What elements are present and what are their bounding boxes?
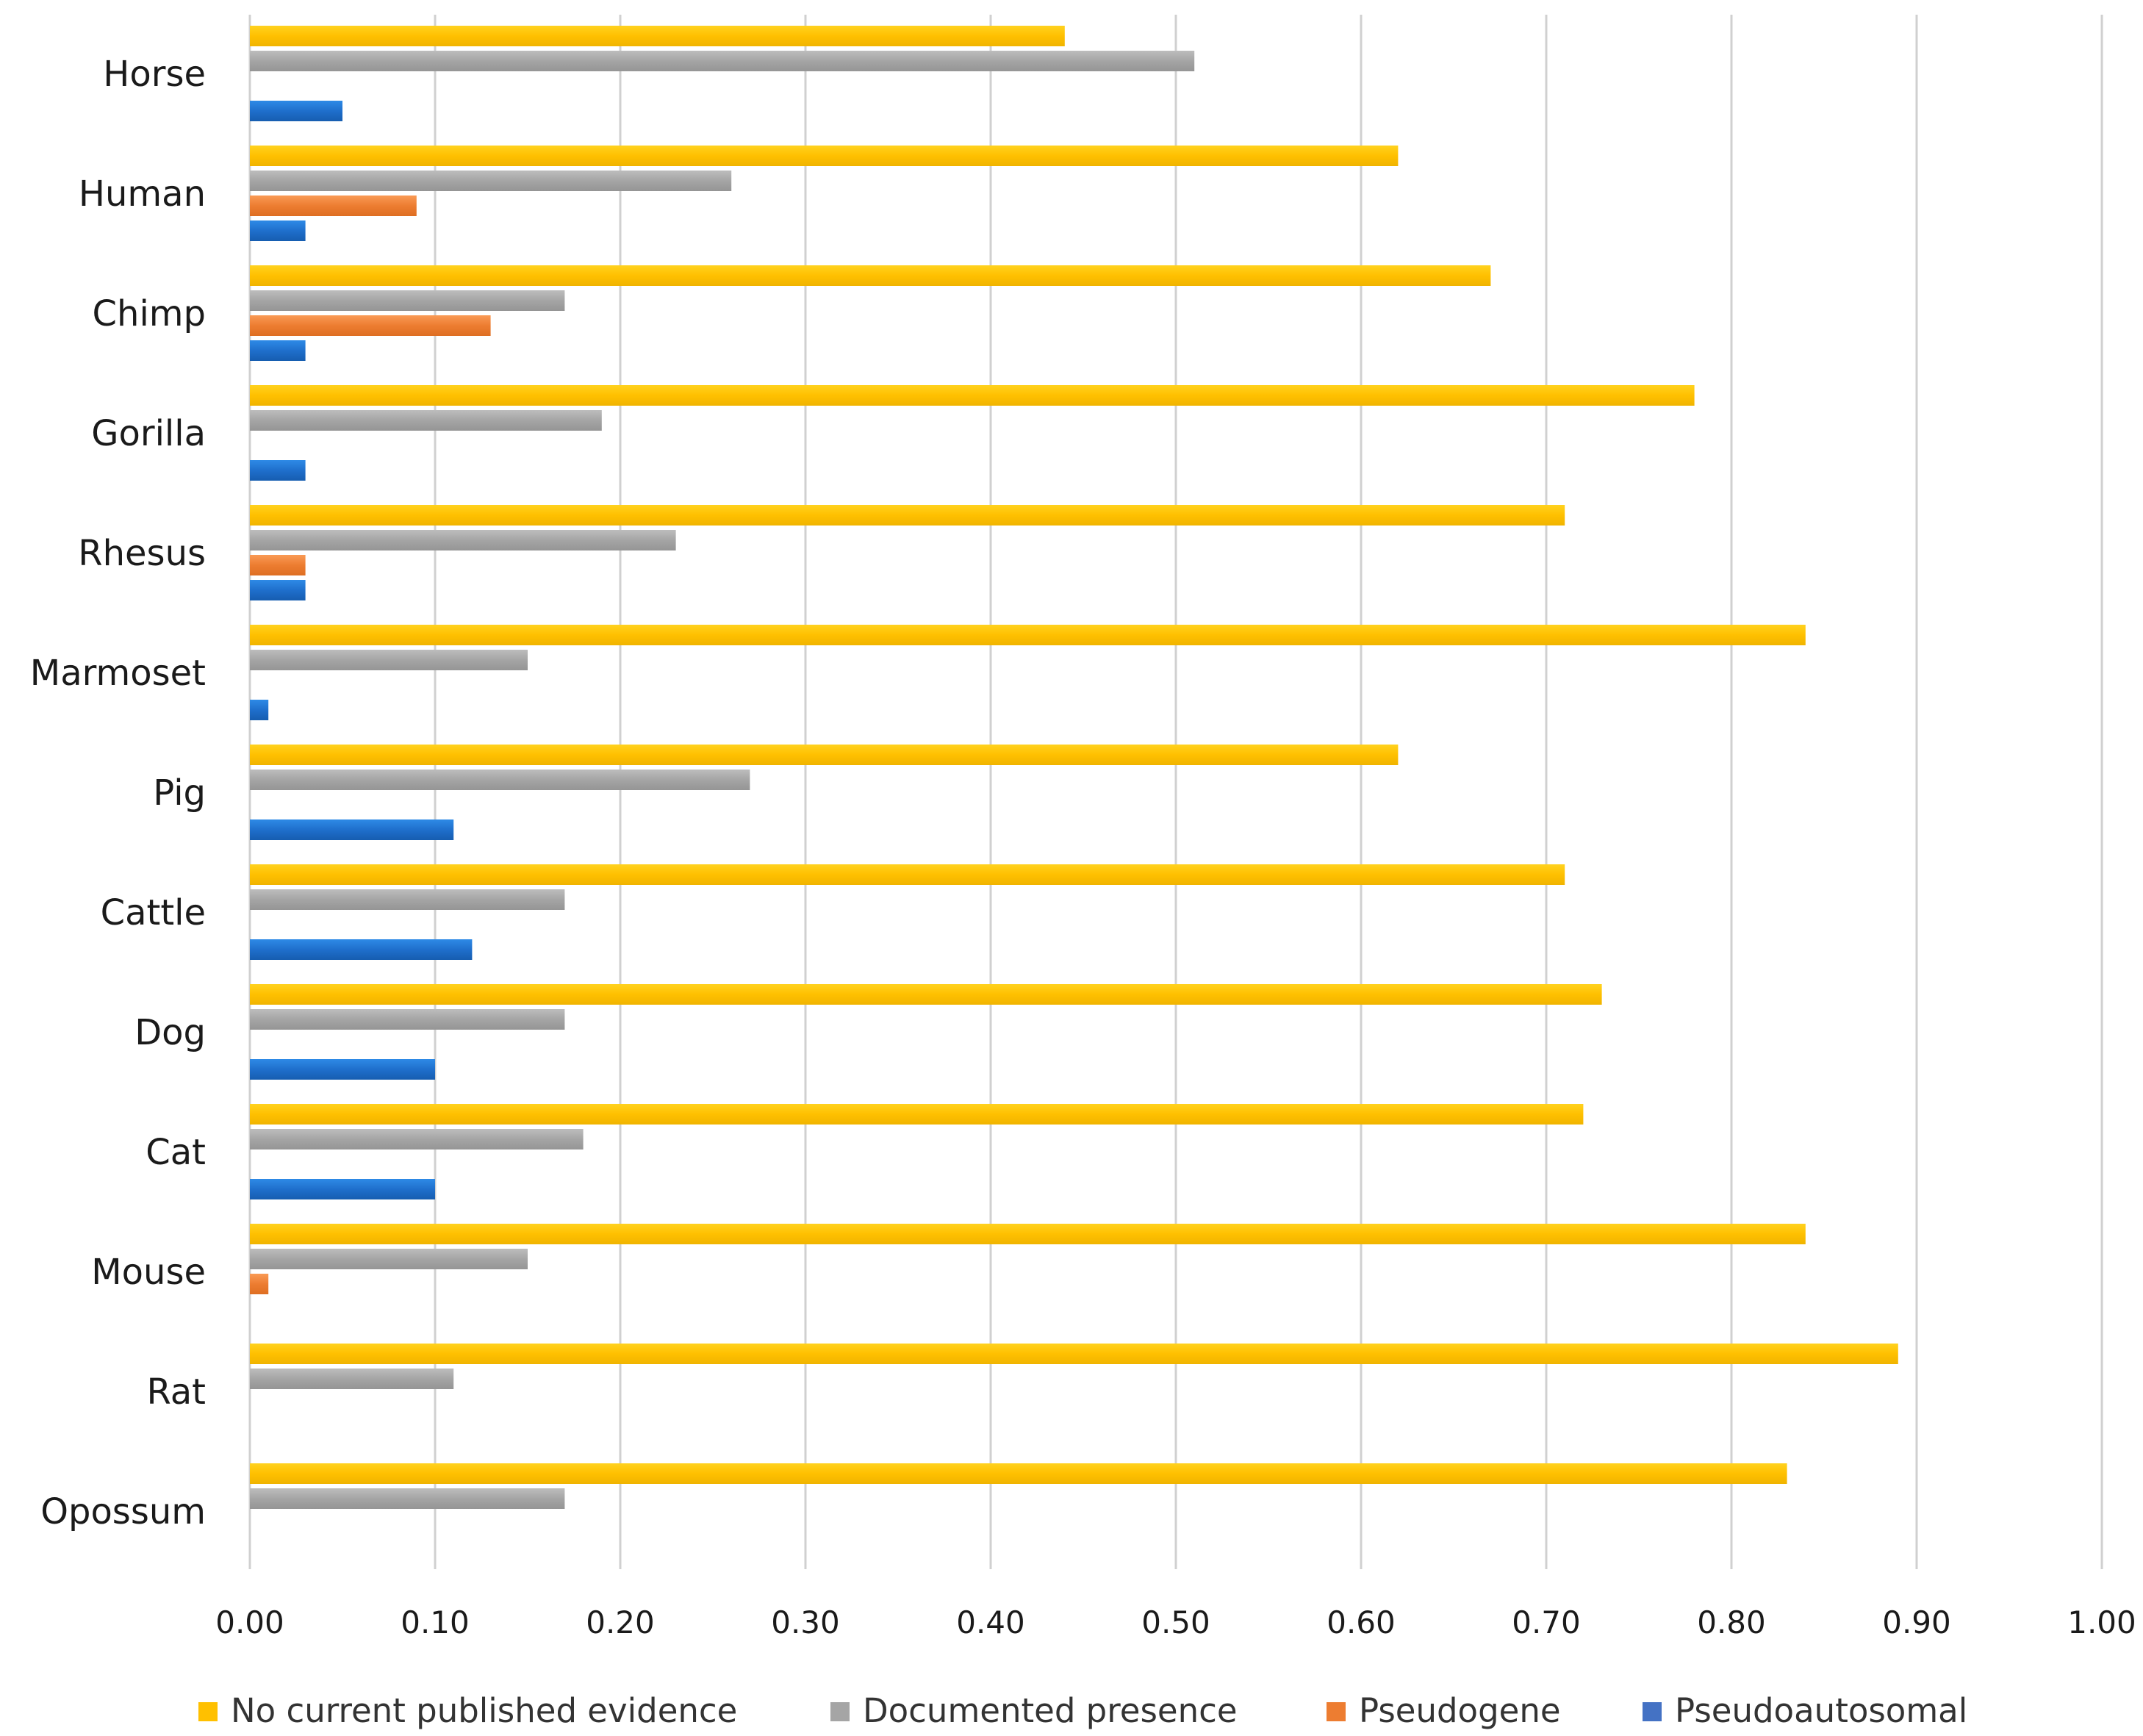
bar-cattle-pseudoautosomal bbox=[250, 939, 473, 960]
bar-marmoset-no-current-published-evidence bbox=[250, 625, 1806, 645]
bar-rhesus-pseudogene bbox=[250, 555, 306, 575]
bar-cattle-documented-presence bbox=[250, 889, 565, 910]
bar-human-pseudoautosomal bbox=[250, 220, 306, 241]
x-tick-label: 0.70 bbox=[1512, 1604, 1581, 1640]
bar-pig-documented-presence bbox=[250, 770, 750, 790]
bar-marmoset-pseudoautosomal bbox=[250, 700, 269, 720]
bar-cat-pseudoautosomal bbox=[250, 1179, 435, 1199]
bar-mouse-documented-presence bbox=[250, 1249, 528, 1269]
x-tick-label: 0.00 bbox=[215, 1604, 284, 1640]
category-label: Marmoset bbox=[30, 653, 206, 694]
bar-cat-no-current-published-evidence bbox=[250, 1104, 1584, 1125]
bar-rhesus-pseudoautosomal bbox=[250, 580, 306, 600]
category-label: Mouse bbox=[91, 1252, 206, 1293]
legend: No current published evidence Documented … bbox=[198, 1691, 1967, 1730]
category-labels: Horse Human Chimp Gorilla Rhesus Marmoset Pig C… bbox=[30, 54, 206, 1532]
category-label: Dog bbox=[134, 1012, 206, 1053]
bar-gorilla-pseudoautosomal bbox=[250, 460, 306, 481]
bar-chimp-pseudoautosomal bbox=[250, 340, 306, 361]
bar-human-pseudogene bbox=[250, 196, 417, 216]
x-tick-label: 1.00 bbox=[2067, 1604, 2136, 1640]
category-label: Rat bbox=[146, 1371, 206, 1413]
x-axis-tick-labels: 0.00 0.10 0.20 0.30 0.40 0.50 0.60 0.70 0.80 0.90… bbox=[215, 1604, 2136, 1640]
category-label: Horse bbox=[103, 54, 206, 95]
legend-label: Documented presence bbox=[863, 1691, 1238, 1730]
bar-opossum-documented-presence bbox=[250, 1488, 565, 1509]
x-tick-label: 0.30 bbox=[771, 1604, 840, 1640]
bar-pig-pseudoautosomal bbox=[250, 819, 454, 840]
bar-opossum-no-current-published-evidence bbox=[250, 1463, 1787, 1484]
bar-mouse-no-current-published-evidence bbox=[250, 1224, 1806, 1244]
bar-gorilla-no-current-published-evidence bbox=[250, 385, 1695, 406]
gridlines bbox=[248, 15, 2103, 1569]
bar-human-no-current-published-evidence bbox=[250, 146, 1399, 166]
bar-mouse-pseudogene bbox=[250, 1274, 269, 1294]
bar-cattle-no-current-published-evidence bbox=[250, 864, 1565, 885]
bars bbox=[250, 26, 1898, 1509]
category-label: Cat bbox=[146, 1132, 206, 1173]
bar-chimp-documented-presence bbox=[250, 290, 565, 311]
bar-chimp-pseudogene bbox=[250, 315, 491, 336]
legend-label: No current published evidence bbox=[231, 1691, 737, 1730]
legend-label: Pseudoautosomal bbox=[1675, 1691, 1967, 1730]
category-label: Pig bbox=[153, 772, 206, 814]
legend-label: Pseudogene bbox=[1359, 1691, 1561, 1730]
legend-swatch bbox=[1327, 1702, 1346, 1721]
legend-swatch bbox=[198, 1702, 218, 1721]
bar-cat-documented-presence bbox=[250, 1129, 584, 1149]
category-label: Rhesus bbox=[78, 533, 206, 574]
x-tick-label: 0.60 bbox=[1327, 1604, 1396, 1640]
legend-swatch bbox=[1643, 1702, 1662, 1721]
x-tick-label: 0.40 bbox=[956, 1604, 1025, 1640]
x-tick-label: 0.10 bbox=[401, 1604, 470, 1640]
category-label: Human bbox=[79, 173, 206, 215]
bar-rat-documented-presence bbox=[250, 1369, 454, 1389]
x-tick-label: 0.90 bbox=[1882, 1604, 1951, 1640]
bar-dog-no-current-published-evidence bbox=[250, 984, 1602, 1005]
category-label: Chimp bbox=[93, 293, 207, 334]
x-tick-label: 0.80 bbox=[1697, 1604, 1766, 1640]
x-tick-label: 0.20 bbox=[586, 1604, 655, 1640]
bar-rhesus-no-current-published-evidence bbox=[250, 505, 1565, 526]
category-label: Opossum bbox=[40, 1491, 206, 1532]
bar-horse-documented-presence bbox=[250, 51, 1195, 71]
bar-dog-pseudoautosomal bbox=[250, 1059, 435, 1080]
bar-pig-no-current-published-evidence bbox=[250, 745, 1399, 765]
x-tick-label: 0.50 bbox=[1141, 1604, 1210, 1640]
bar-dog-documented-presence bbox=[250, 1009, 565, 1030]
bar-horse-pseudoautosomal bbox=[250, 101, 342, 121]
bar-marmoset-documented-presence bbox=[250, 650, 528, 670]
category-label: Gorilla bbox=[91, 413, 206, 454]
bar-rhesus-documented-presence bbox=[250, 530, 676, 550]
bar-chimp-no-current-published-evidence bbox=[250, 265, 1491, 286]
bar-human-documented-presence bbox=[250, 171, 732, 191]
bar-gorilla-documented-presence bbox=[250, 410, 602, 431]
category-label: Cattle bbox=[101, 892, 206, 933]
bar-horse-no-current-published-evidence bbox=[250, 26, 1065, 46]
legend-swatch bbox=[830, 1702, 850, 1721]
bar-rat-no-current-published-evidence bbox=[250, 1344, 1898, 1364]
